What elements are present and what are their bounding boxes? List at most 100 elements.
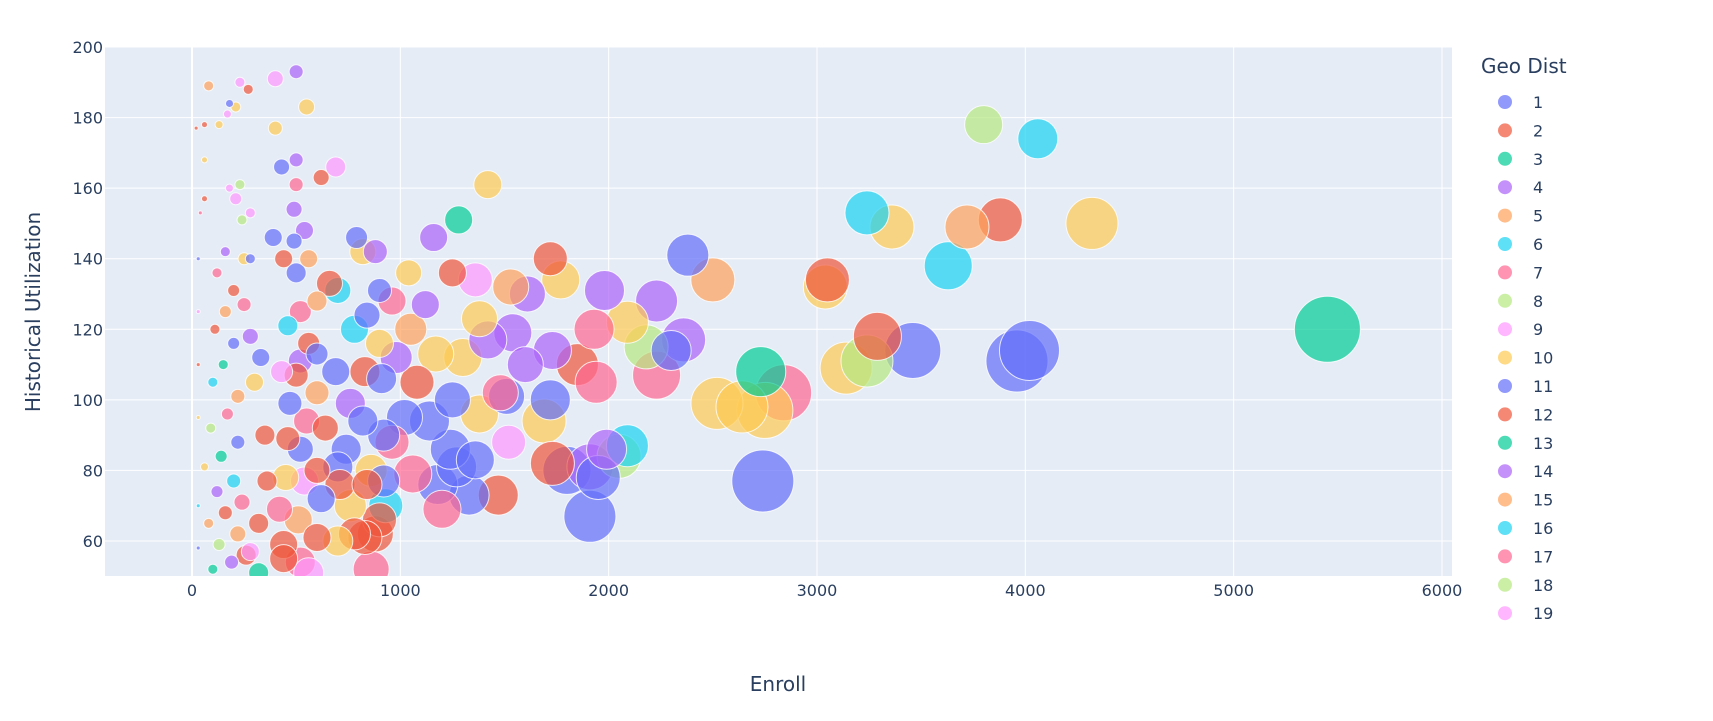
bubble-point[interactable]	[217, 359, 229, 371]
bubble-point[interactable]	[321, 357, 351, 387]
bubble-point[interactable]	[212, 538, 226, 552]
bubble-point[interactable]	[227, 336, 241, 350]
bubble-point[interactable]	[410, 290, 440, 320]
bubble-point[interactable]	[964, 105, 1004, 145]
bubble-point[interactable]	[195, 545, 201, 551]
bubble-point[interactable]	[298, 98, 316, 116]
bubble-point[interactable]	[394, 312, 428, 346]
bubble-point[interactable]	[207, 563, 219, 575]
bubble-point[interactable]	[234, 76, 246, 88]
bubble-point[interactable]	[460, 300, 498, 338]
bubble-point[interactable]	[224, 183, 234, 193]
bubble-point[interactable]	[195, 503, 201, 509]
bubble-point[interactable]	[393, 454, 433, 494]
bubble-point[interactable]	[306, 290, 328, 312]
bubble-point[interactable]	[222, 109, 232, 119]
bubble-point[interactable]	[248, 512, 270, 534]
bubble-point[interactable]	[195, 362, 201, 368]
legend-item-2[interactable]: 2	[1498, 121, 1543, 140]
bubble-point[interactable]	[395, 259, 423, 287]
legend-item-7[interactable]: 7	[1498, 263, 1543, 282]
bubble-point[interactable]	[209, 323, 221, 335]
legend-item-16[interactable]: 16	[1498, 519, 1553, 538]
bubble-point[interactable]	[265, 495, 293, 523]
bubble-point[interactable]	[491, 424, 527, 460]
bubble-point[interactable]	[288, 64, 304, 80]
legend-item-15[interactable]: 15	[1498, 491, 1553, 510]
bubble-point[interactable]	[219, 246, 231, 258]
bubble-point[interactable]	[351, 469, 383, 501]
bubble-point[interactable]	[288, 177, 304, 193]
bubble-point[interactable]	[214, 120, 224, 130]
bubble-point[interactable]	[532, 241, 568, 277]
bubble-point[interactable]	[229, 192, 243, 206]
bubble-point[interactable]	[306, 484, 336, 514]
legend-item-12[interactable]: 12	[1498, 405, 1553, 424]
bubble-point[interactable]	[529, 379, 571, 421]
bubble-point[interactable]	[455, 440, 495, 480]
bubble-point[interactable]	[210, 485, 224, 499]
bubble-point[interactable]	[444, 205, 474, 235]
legend-item-8[interactable]: 8	[1498, 292, 1543, 311]
bubble-point[interactable]	[269, 544, 299, 574]
bubble-point[interactable]	[200, 156, 208, 164]
bubble-point[interactable]	[473, 170, 503, 200]
bubble-point[interactable]	[293, 557, 325, 588]
legend-item-1[interactable]: 1	[1498, 93, 1543, 112]
bubble-point[interactable]	[230, 434, 246, 450]
bubble-point[interactable]	[193, 125, 199, 131]
bubble-point[interactable]	[229, 525, 247, 543]
bubble-point[interactable]	[256, 470, 278, 492]
bubble-point[interactable]	[844, 190, 890, 236]
bubble-point[interactable]	[311, 414, 339, 442]
bubble-point[interactable]	[242, 83, 254, 95]
legend-item-11[interactable]: 11	[1498, 377, 1553, 396]
legend-item-17[interactable]: 17	[1498, 547, 1553, 566]
bubble-point[interactable]	[998, 319, 1060, 381]
bubble-point[interactable]	[417, 335, 455, 373]
bubble-point[interactable]	[364, 328, 394, 358]
bubble-point[interactable]	[583, 269, 625, 311]
bubble-point[interactable]	[586, 428, 628, 470]
bubble-point[interactable]	[230, 388, 246, 404]
bubble-point[interactable]	[199, 462, 209, 472]
bubble-point[interactable]	[248, 562, 270, 583]
bubble-point[interactable]	[277, 390, 303, 416]
bubble-point[interactable]	[244, 372, 264, 392]
bubble-point[interactable]	[1065, 196, 1119, 250]
bubble-point[interactable]	[666, 233, 710, 277]
bubble-point[interactable]	[731, 449, 795, 513]
bubble-point[interactable]	[353, 301, 381, 329]
bubble-point[interactable]	[195, 309, 201, 315]
legend-item-3[interactable]: 3	[1498, 150, 1543, 169]
bubble-point[interactable]	[266, 70, 284, 88]
bubble-point[interactable]	[200, 195, 208, 203]
bubble-point[interactable]	[1017, 118, 1059, 160]
bubble-point[interactable]	[226, 473, 242, 489]
bubble-point[interactable]	[288, 300, 312, 324]
bubble-point[interactable]	[211, 267, 223, 279]
bubble-point[interactable]	[1293, 295, 1361, 363]
bubble-point[interactable]	[244, 207, 256, 219]
legend-item-19[interactable]: 19	[1498, 604, 1553, 623]
bubble-point[interactable]	[224, 98, 234, 108]
bubble-point[interactable]	[218, 305, 232, 319]
bubble-point[interactable]	[217, 505, 233, 521]
bubble-point[interactable]	[267, 120, 283, 136]
bubble-point[interactable]	[233, 493, 251, 511]
bubble-point[interactable]	[214, 449, 228, 463]
bubble-point[interactable]	[735, 346, 787, 398]
bubble-point[interactable]	[277, 315, 299, 337]
bubble-point[interactable]	[234, 179, 246, 191]
bubble-point[interactable]	[303, 456, 331, 484]
bubble-point[interactable]	[251, 348, 271, 368]
bubble-point[interactable]	[362, 239, 388, 265]
bubble-point[interactable]	[285, 200, 303, 218]
bubble-point[interactable]	[347, 405, 379, 437]
bubble-point[interactable]	[244, 253, 256, 265]
legend-item-6[interactable]: 6	[1498, 235, 1543, 254]
bubble-point[interactable]	[529, 440, 575, 486]
bubble-point[interactable]	[195, 256, 201, 262]
bubble-point[interactable]	[195, 414, 201, 420]
bubble-point[interactable]	[203, 517, 215, 529]
